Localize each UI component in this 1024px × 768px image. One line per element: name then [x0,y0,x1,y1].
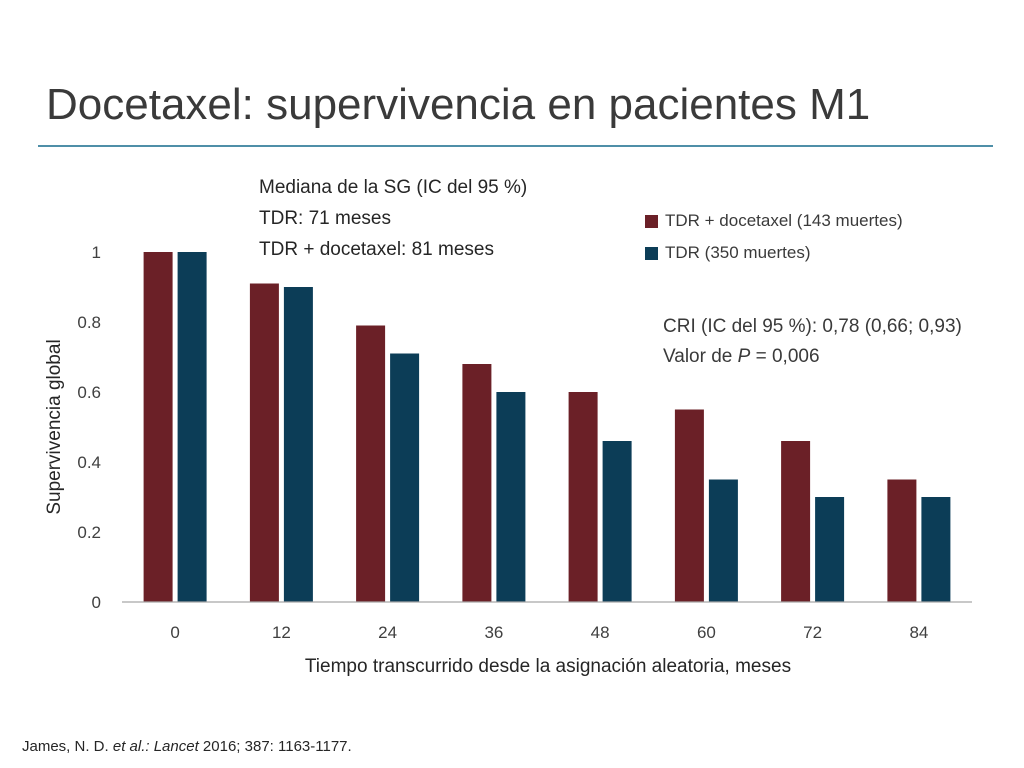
p-value-text: Valor de P = 0,006 [663,342,962,372]
bar-tdr-docetaxel-12 [249,283,279,602]
x-tick-label: 72 [803,623,822,642]
x-tick-label: 60 [697,623,716,642]
p-value-suffix: = 0,006 [750,346,820,367]
citation-authors: James, N. D. [22,738,113,755]
citation-journal: et al.: Lancet [112,738,199,755]
x-tick-label: 24 [378,623,397,642]
bar-tdr-72 [815,497,845,602]
y-tick-label: 0.2 [77,523,101,542]
x-tick-label: 36 [484,623,503,642]
bar-tdr-24 [390,353,420,602]
legend-swatch-tdr-docetaxel [645,214,658,228]
bar-tdr-60 [708,479,738,602]
hazard-ratio-block: CRI (IC del 95 %): 0,78 (0,66; 0,93) Val… [663,312,962,372]
x-tick-label: 48 [591,623,610,642]
bar-tdr-docetaxel-72 [781,441,811,602]
bar-tdr-docetaxel-60 [674,409,704,602]
bar-tdr-docetaxel-84 [887,479,917,602]
y-axis-title: Supervivencia global [44,339,65,514]
p-value-symbol: P [737,346,751,367]
slide-title: Docetaxel: supervivencia en pacientes M1 [46,80,871,129]
x-tick-label: 84 [909,623,928,642]
y-axis-ticks: 0 0.2 0.4 0.6 0.8 1 [77,243,101,612]
median-survival-block: Mediana de la SG (IC del 95 %) TDR: 71 m… [259,172,527,265]
y-tick-label: 0.4 [77,453,101,472]
bar-tdr-docetaxel-48 [568,392,598,602]
citation: James, N. D. et al.: Lancet 2016; 387: 1… [22,738,352,755]
x-tick-label: 0 [170,623,179,642]
legend-label-tdr-docetaxel: TDR + docetaxel (143 muertes) [665,211,903,230]
citation-details: 2016; 387: 1163-1177. [198,738,352,755]
bar-tdr-docetaxel-0 [143,252,173,602]
bar-tdr-36 [496,392,526,602]
bar-tdr-84 [921,497,951,602]
median-tdr: TDR: 71 meses [259,208,391,229]
title-divider [38,145,993,147]
hazard-ratio-text: CRI (IC del 95 %): 0,78 (0,66; 0,93) [663,316,962,337]
x-axis-ticks: 0 12 24 36 48 60 72 84 [170,623,928,642]
x-axis-title: Tiempo transcurrido desde la asignación … [305,656,791,677]
legend-label-tdr: TDR (350 muertes) [665,243,811,262]
x-tick-label: 12 [272,623,291,642]
chart-bars [143,252,951,602]
chart-legend: TDR + docetaxel (143 muertes) TDR (350 m… [645,205,903,269]
y-tick-label: 0.6 [77,383,101,402]
bar-tdr-0 [177,252,207,602]
median-tdr-docetaxel: TDR + docetaxel: 81 meses [259,239,494,260]
bar-tdr-48 [602,441,632,602]
y-tick-label: 1 [92,243,101,262]
bar-tdr-12 [283,287,313,602]
legend-swatch-tdr [645,246,658,260]
legend-item-tdr: TDR (350 muertes) [645,237,903,269]
p-value-prefix: Valor de [663,346,738,367]
y-tick-label: 0.8 [77,313,101,332]
median-heading: Mediana de la SG (IC del 95 %) [259,177,528,198]
bar-tdr-docetaxel-36 [462,364,492,602]
legend-item-tdr-docetaxel: TDR + docetaxel (143 muertes) [645,205,903,237]
y-tick-label: 0 [92,593,101,612]
bar-tdr-docetaxel-24 [356,325,386,602]
